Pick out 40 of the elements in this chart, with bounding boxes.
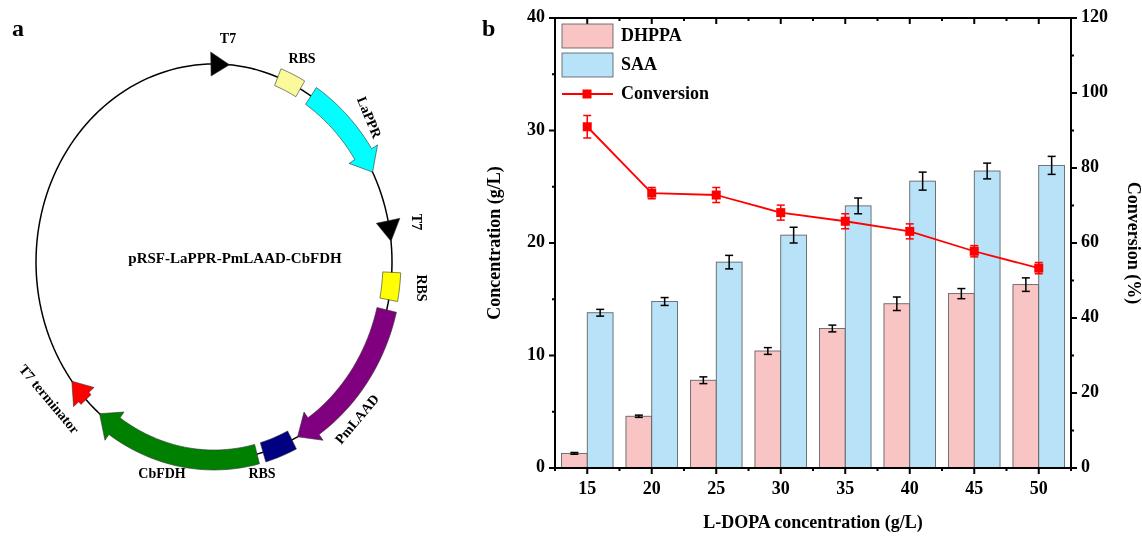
point (905, 226, 915, 236)
text: T7 (219, 31, 237, 47)
text: RBS (413, 274, 429, 302)
y2-tick-label: 20 (1081, 381, 1099, 402)
y2-axis-title: Conversion (%) (1123, 181, 1142, 305)
y2-tick-label: 40 (1081, 306, 1099, 327)
text: a (12, 15, 24, 41)
x-tick-label: 45 (965, 478, 984, 498)
text: RBS (288, 51, 316, 67)
y2-tick-label: 120 (1081, 6, 1108, 27)
point (776, 208, 786, 218)
y2-tick-label: 100 (1081, 81, 1108, 102)
point (711, 190, 721, 200)
x-axis-title: L-DOPA concentration (g/L) (703, 512, 923, 533)
x-tick-label: 50 (1029, 478, 1048, 498)
x-tick-label: 35 (836, 478, 855, 498)
point (582, 122, 592, 132)
x-tick-label: 25 (707, 478, 726, 498)
text: CbFDH (138, 466, 186, 482)
y-tick-label: 10 (527, 343, 545, 364)
x-tick-label: 15 (578, 478, 597, 498)
y-tick-label: 0 (536, 456, 545, 477)
y-tick-label: 40 (527, 6, 545, 27)
y2-tick-label: 0 (1081, 456, 1090, 477)
legend-label: Conversion (621, 83, 710, 104)
legend-label: SAA (621, 54, 658, 75)
x-tick-label: 30 (771, 478, 790, 498)
y-tick-label: 30 (527, 118, 545, 139)
x-tick-label: 40 (900, 478, 919, 498)
y2-tick-label: 80 (1081, 156, 1099, 177)
text: pRSF-LaPPR-PmLAAD-CbFDH (128, 250, 342, 267)
y2-tick-label: 60 (1081, 231, 1099, 252)
text: T7 (408, 213, 424, 231)
x-tick-label: 20 (642, 478, 661, 498)
text: RBS (248, 466, 276, 482)
point (840, 216, 850, 226)
legend-label: DHPPA (621, 25, 682, 46)
chart-title: b (482, 15, 496, 41)
y-axis-title: Concentration (g/L) (484, 166, 505, 320)
y-tick-label: 20 (527, 231, 545, 252)
